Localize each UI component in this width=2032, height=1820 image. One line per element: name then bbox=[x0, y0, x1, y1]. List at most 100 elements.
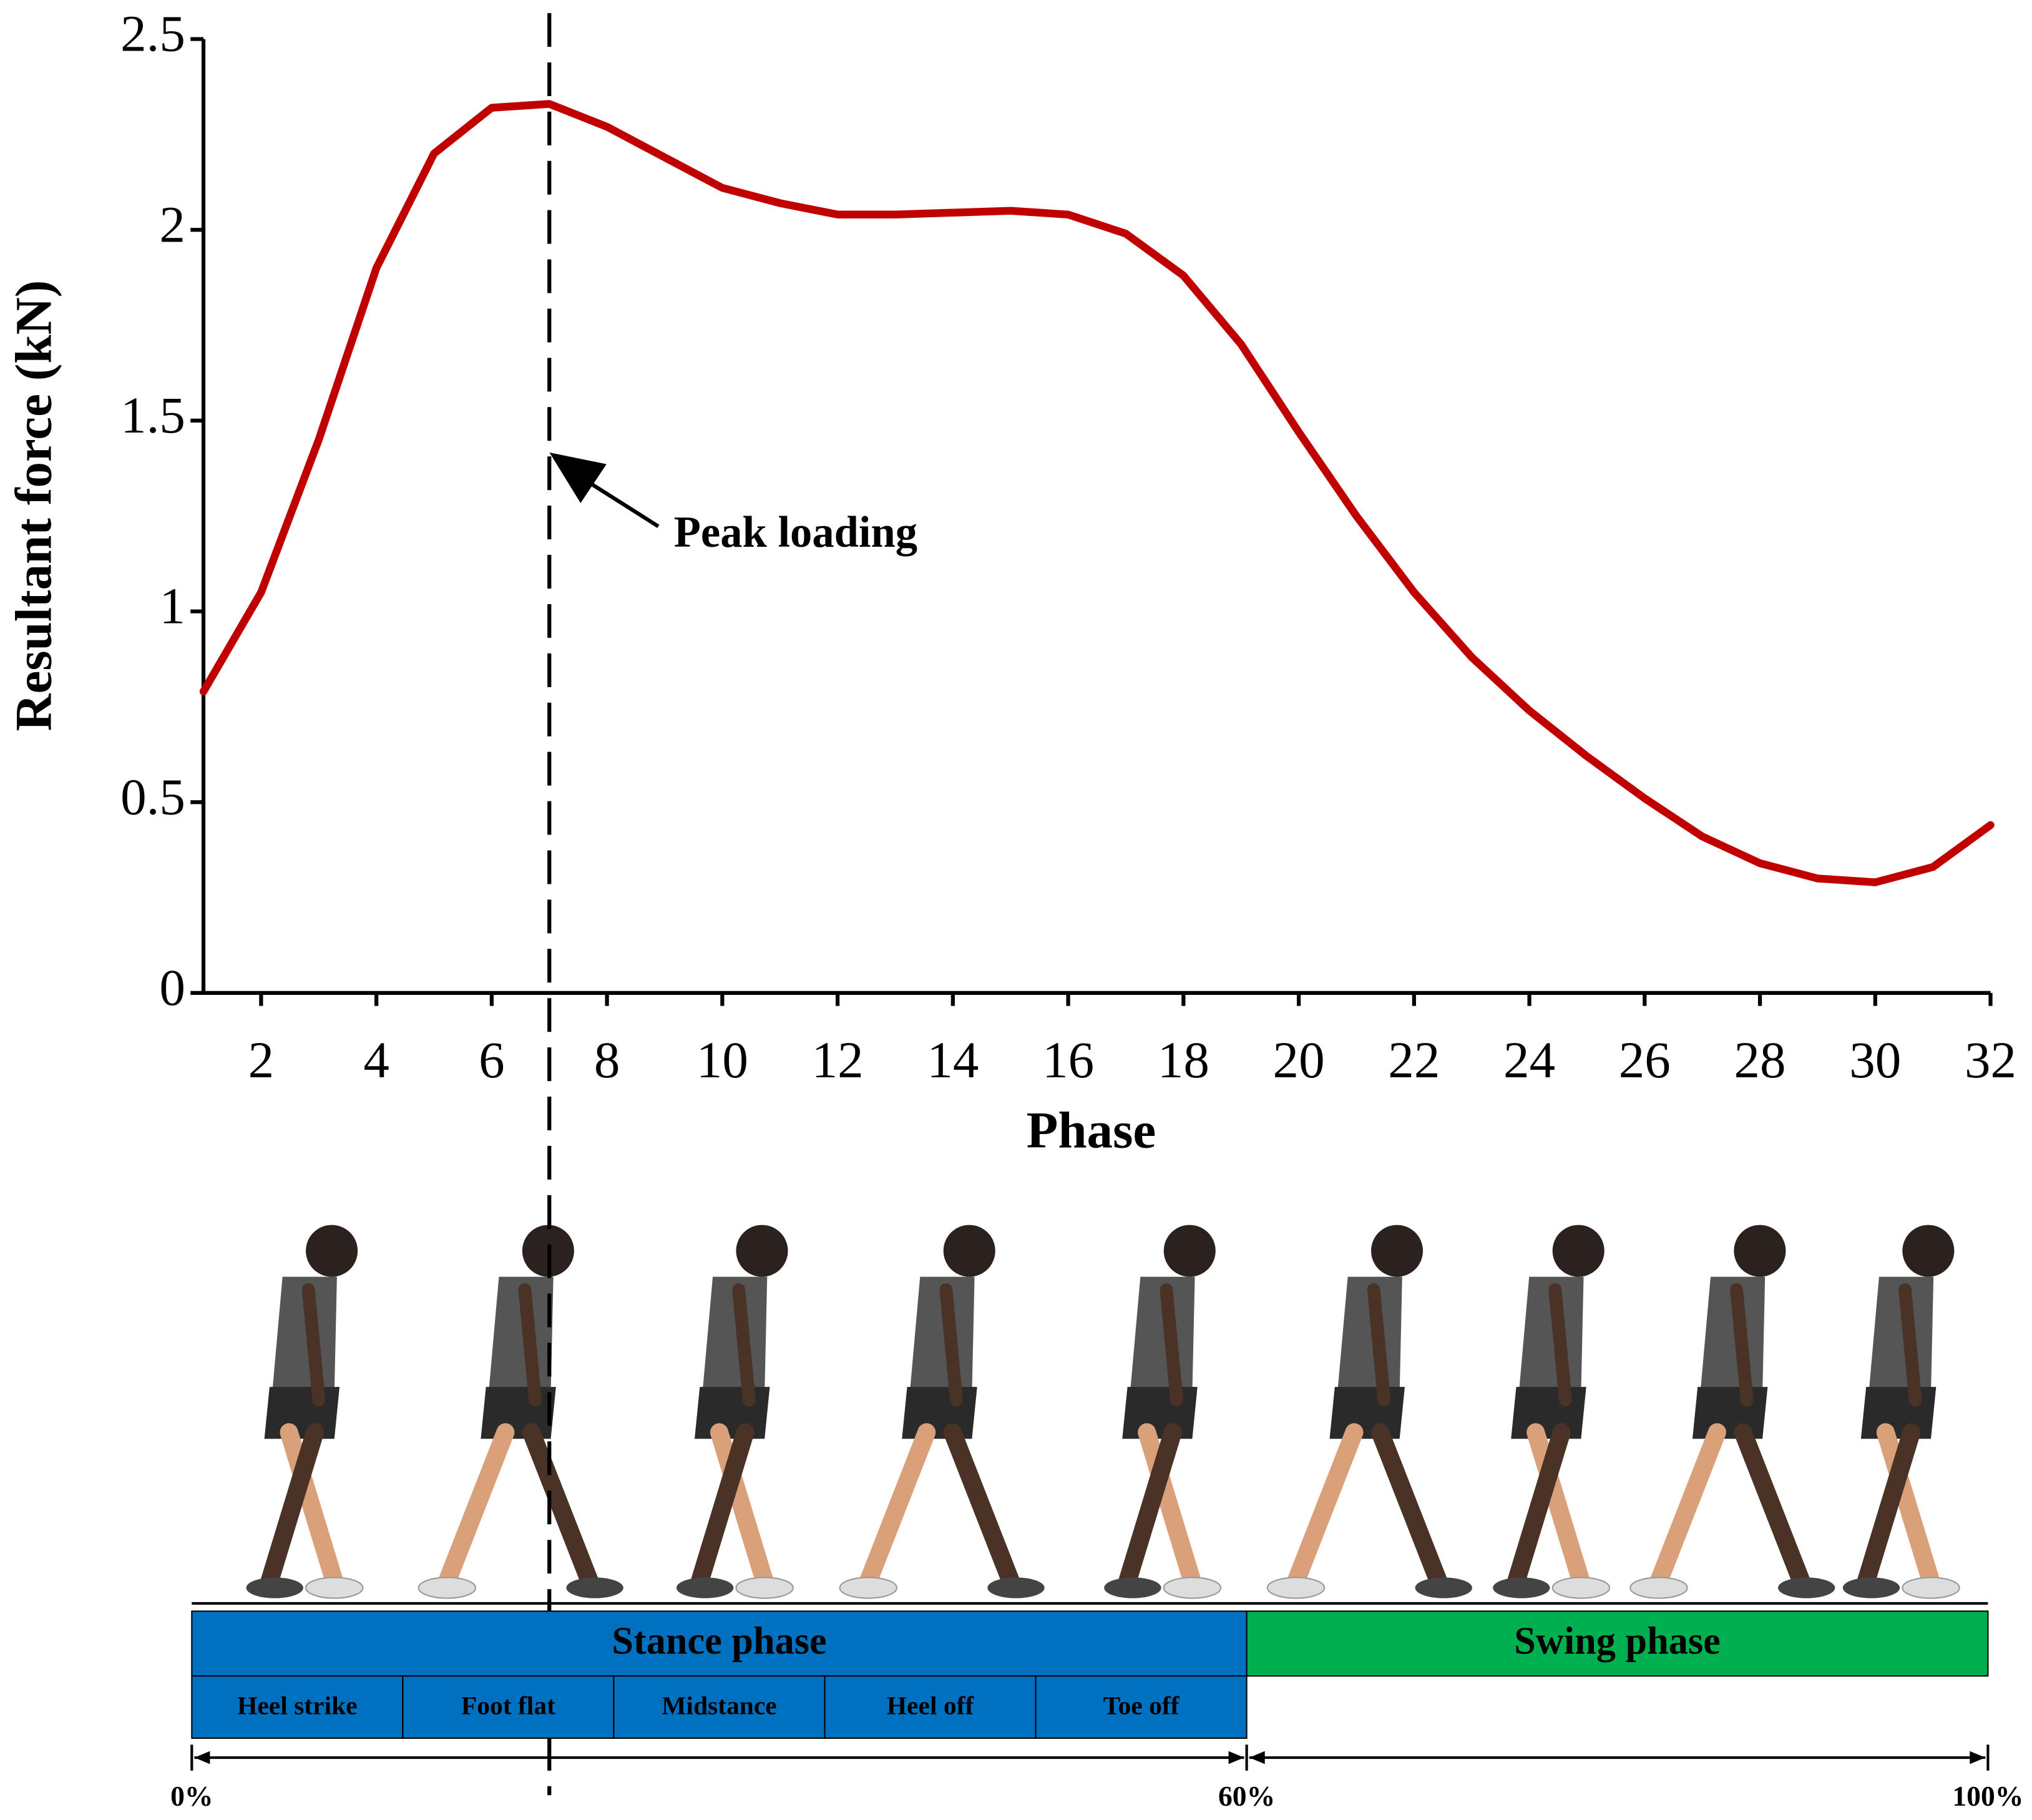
figure-shorts bbox=[1860, 1387, 1937, 1439]
data-line bbox=[199, 100, 1995, 886]
figure-shorts bbox=[481, 1387, 556, 1439]
annotation-arrow bbox=[579, 475, 660, 528]
figure-shoe bbox=[305, 1577, 364, 1599]
figure-shoe bbox=[1104, 1577, 1161, 1598]
figure-arm bbox=[1160, 1283, 1183, 1407]
y-tick-label: 1.5 bbox=[120, 386, 185, 444]
figure-leg bbox=[690, 1423, 755, 1591]
figure-head bbox=[306, 1225, 358, 1277]
figure-leg bbox=[1507, 1423, 1571, 1591]
figure-leg bbox=[260, 1423, 325, 1591]
figure-leg bbox=[943, 1423, 1020, 1591]
figure-shoe bbox=[1842, 1577, 1900, 1598]
figure-leg bbox=[710, 1423, 774, 1591]
figure-shoe bbox=[735, 1577, 794, 1599]
x-tick-label: 8 bbox=[594, 1031, 620, 1089]
figure-arm bbox=[301, 1283, 326, 1407]
subphase-label: Heel strike bbox=[237, 1691, 358, 1720]
subphase-label: Heel off bbox=[887, 1691, 975, 1720]
figure-head bbox=[1370, 1225, 1424, 1277]
figure-head bbox=[1163, 1225, 1216, 1277]
x-tick-label: 6 bbox=[479, 1031, 505, 1089]
figure-arm bbox=[732, 1283, 756, 1407]
y-axis-label: Resultant force (kN) bbox=[4, 280, 62, 731]
figure-arm bbox=[518, 1283, 542, 1407]
figure-shoe bbox=[1415, 1577, 1472, 1598]
annotation: Peak loading bbox=[674, 508, 917, 557]
percent-label: 60% bbox=[1218, 1780, 1275, 1812]
figure-shoe bbox=[418, 1577, 477, 1599]
percent-label: 100% bbox=[1952, 1780, 2023, 1812]
figure-shorts bbox=[1329, 1387, 1405, 1439]
x-tick-label: 10 bbox=[696, 1031, 748, 1089]
stance-bar bbox=[191, 1610, 1248, 1677]
figure-arm bbox=[1367, 1283, 1391, 1407]
x-tick-label: 32 bbox=[1965, 1031, 2016, 1089]
figure-shorts bbox=[1122, 1387, 1198, 1439]
figure-shorts bbox=[695, 1387, 770, 1439]
figure-shoe bbox=[1266, 1577, 1326, 1599]
figure-leg bbox=[1118, 1423, 1182, 1591]
x-tick-label: 26 bbox=[1619, 1031, 1671, 1089]
figure-leg bbox=[1286, 1423, 1364, 1591]
figure-shoe bbox=[676, 1577, 734, 1598]
y-tick-label: 0 bbox=[159, 959, 185, 1016]
walker-figures bbox=[246, 1225, 1960, 1599]
figure-leg bbox=[522, 1423, 599, 1591]
figure-shoe bbox=[1902, 1577, 1960, 1599]
figure-head bbox=[1734, 1225, 1786, 1277]
x-axis-label: Phase bbox=[1027, 1101, 1156, 1158]
x-tick-label: 14 bbox=[927, 1031, 979, 1089]
figure-shorts bbox=[264, 1387, 340, 1439]
figure-leg bbox=[280, 1423, 344, 1591]
figure-shorts bbox=[902, 1387, 977, 1439]
subphase-box bbox=[402, 1675, 615, 1739]
figure-head bbox=[943, 1225, 995, 1277]
figure-leg bbox=[859, 1423, 936, 1591]
figure-leg bbox=[1734, 1423, 1810, 1591]
figure-arm bbox=[1898, 1283, 1922, 1407]
x-tick-label: 4 bbox=[363, 1031, 389, 1089]
arrowhead bbox=[1249, 1751, 1265, 1764]
figure-arm bbox=[939, 1283, 963, 1407]
arrowhead bbox=[1970, 1751, 1986, 1764]
y-tick-label: 2.5 bbox=[120, 5, 185, 62]
annotation-arrowhead bbox=[549, 452, 607, 503]
stance-label: Stance phase bbox=[612, 1620, 826, 1663]
subphase-box bbox=[191, 1675, 404, 1739]
percent-label: 0% bbox=[170, 1780, 213, 1812]
figure-arm bbox=[1730, 1283, 1754, 1407]
y-tick-label: 2 bbox=[159, 195, 185, 253]
x-tick-label: 30 bbox=[1849, 1031, 1901, 1089]
x-tick-label: 24 bbox=[1503, 1031, 1555, 1089]
figure-leg bbox=[1526, 1423, 1590, 1591]
figure-head bbox=[1902, 1225, 1955, 1277]
figure-shoe bbox=[839, 1577, 897, 1599]
figure-shoe bbox=[246, 1577, 303, 1598]
x-tick-label: 2 bbox=[248, 1031, 275, 1089]
x-tick-label: 20 bbox=[1273, 1031, 1325, 1089]
figure-shoe bbox=[987, 1577, 1045, 1598]
figure-leg bbox=[1649, 1423, 1726, 1591]
figure-arm bbox=[1548, 1283, 1572, 1407]
figure-shoe bbox=[1493, 1577, 1550, 1598]
subphase-label: Toe off bbox=[1103, 1691, 1180, 1720]
swing-label: Swing phase bbox=[1514, 1620, 1721, 1663]
x-tick-label: 22 bbox=[1388, 1031, 1440, 1089]
figure-shoe bbox=[1163, 1577, 1222, 1599]
figure-shorts bbox=[1511, 1387, 1586, 1439]
x-tick-label: 16 bbox=[1042, 1031, 1094, 1089]
figure-head bbox=[736, 1225, 788, 1277]
y-tick-label: 1 bbox=[159, 577, 185, 635]
figure-shoe bbox=[1778, 1577, 1835, 1598]
figure-leg bbox=[1370, 1423, 1448, 1591]
figure-shorts bbox=[1692, 1387, 1768, 1439]
x-tick-label: 18 bbox=[1158, 1031, 1209, 1089]
subphase-label: Midstance bbox=[662, 1691, 777, 1720]
figure-leg bbox=[1138, 1423, 1201, 1591]
subphase-box bbox=[824, 1675, 1037, 1739]
x-tick-label: 12 bbox=[812, 1031, 864, 1089]
y-tick-label: 0.5 bbox=[120, 768, 185, 825]
figure-leg bbox=[437, 1423, 515, 1591]
